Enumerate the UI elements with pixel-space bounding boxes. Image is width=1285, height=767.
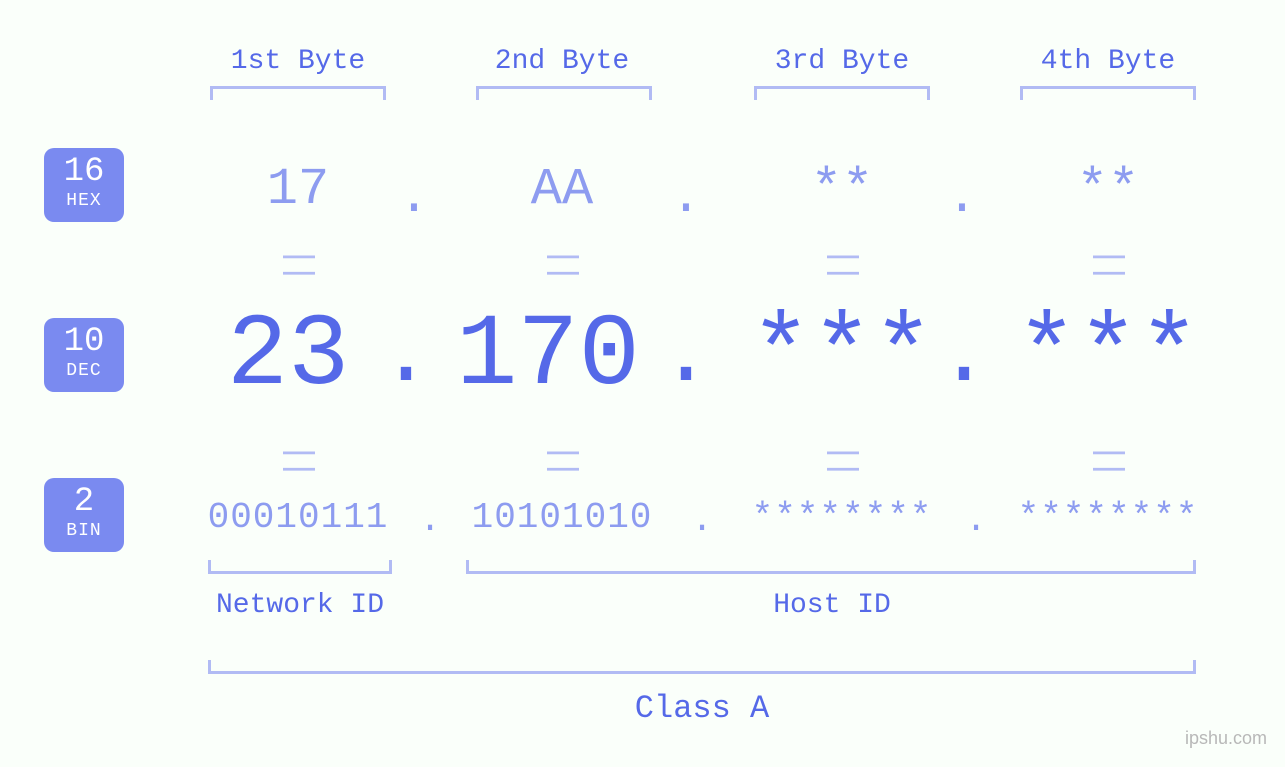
byte-bracket-4 bbox=[1020, 86, 1196, 100]
hex-dot: . bbox=[946, 168, 977, 227]
dec-byte-1: 23 bbox=[227, 298, 349, 414]
credit-text: ipshu.com bbox=[1185, 728, 1267, 749]
base-name: BIN bbox=[66, 519, 101, 544]
base-number: 16 bbox=[64, 155, 105, 189]
equals-mark: || bbox=[543, 247, 581, 280]
dec-byte-2: 170 bbox=[456, 298, 640, 414]
bin-byte-1: 00010111 bbox=[208, 497, 389, 538]
dec-dot: . bbox=[937, 306, 991, 408]
host-id-bracket bbox=[466, 560, 1196, 574]
base-number: 2 bbox=[74, 485, 94, 519]
byte-bracket-1 bbox=[210, 86, 386, 100]
base-badge-bin: 2 BIN bbox=[44, 478, 124, 552]
dec-byte-4: *** bbox=[1016, 298, 1200, 414]
diagram-root: 16 HEX 10 DEC 2 BIN 1st Byte 2nd Byte 3r… bbox=[0, 0, 1285, 767]
class-label: Class A bbox=[635, 690, 769, 727]
network-id-bracket bbox=[208, 560, 392, 574]
base-number: 10 bbox=[64, 325, 105, 359]
byte-header-3: 3rd Byte bbox=[775, 46, 909, 77]
hex-byte-3: ** bbox=[811, 160, 873, 219]
base-badge-dec: 10 DEC bbox=[44, 318, 124, 392]
byte-bracket-2 bbox=[476, 86, 652, 100]
hex-dot: . bbox=[398, 168, 429, 227]
equals-mark: || bbox=[543, 443, 581, 476]
equals-mark: || bbox=[1089, 247, 1127, 280]
bin-dot: . bbox=[965, 500, 987, 541]
equals-mark: || bbox=[823, 443, 861, 476]
equals-mark: || bbox=[279, 247, 317, 280]
equals-mark: || bbox=[823, 247, 861, 280]
dec-dot: . bbox=[659, 306, 713, 408]
class-bracket bbox=[208, 660, 1196, 674]
byte-header-4: 4th Byte bbox=[1041, 46, 1175, 77]
base-badge-hex: 16 HEX bbox=[44, 148, 124, 222]
hex-byte-2: AA bbox=[531, 160, 593, 219]
network-id-label: Network ID bbox=[216, 590, 384, 621]
byte-header-1: 1st Byte bbox=[231, 46, 365, 77]
hex-byte-1: 17 bbox=[267, 160, 329, 219]
hex-byte-4: ** bbox=[1077, 160, 1139, 219]
bin-byte-3: ******** bbox=[752, 497, 933, 538]
bin-byte-2: 10101010 bbox=[472, 497, 653, 538]
byte-header-2: 2nd Byte bbox=[495, 46, 629, 77]
bin-dot: . bbox=[691, 500, 713, 541]
hex-dot: . bbox=[670, 168, 701, 227]
bin-dot: . bbox=[419, 500, 441, 541]
base-name: HEX bbox=[66, 189, 101, 214]
host-id-label: Host ID bbox=[773, 590, 891, 621]
base-name: DEC bbox=[66, 359, 101, 384]
dec-dot: . bbox=[379, 306, 433, 408]
equals-mark: || bbox=[1089, 443, 1127, 476]
bin-byte-4: ******** bbox=[1018, 497, 1199, 538]
byte-bracket-3 bbox=[754, 86, 930, 100]
dec-byte-3: *** bbox=[750, 298, 934, 414]
equals-mark: || bbox=[279, 443, 317, 476]
